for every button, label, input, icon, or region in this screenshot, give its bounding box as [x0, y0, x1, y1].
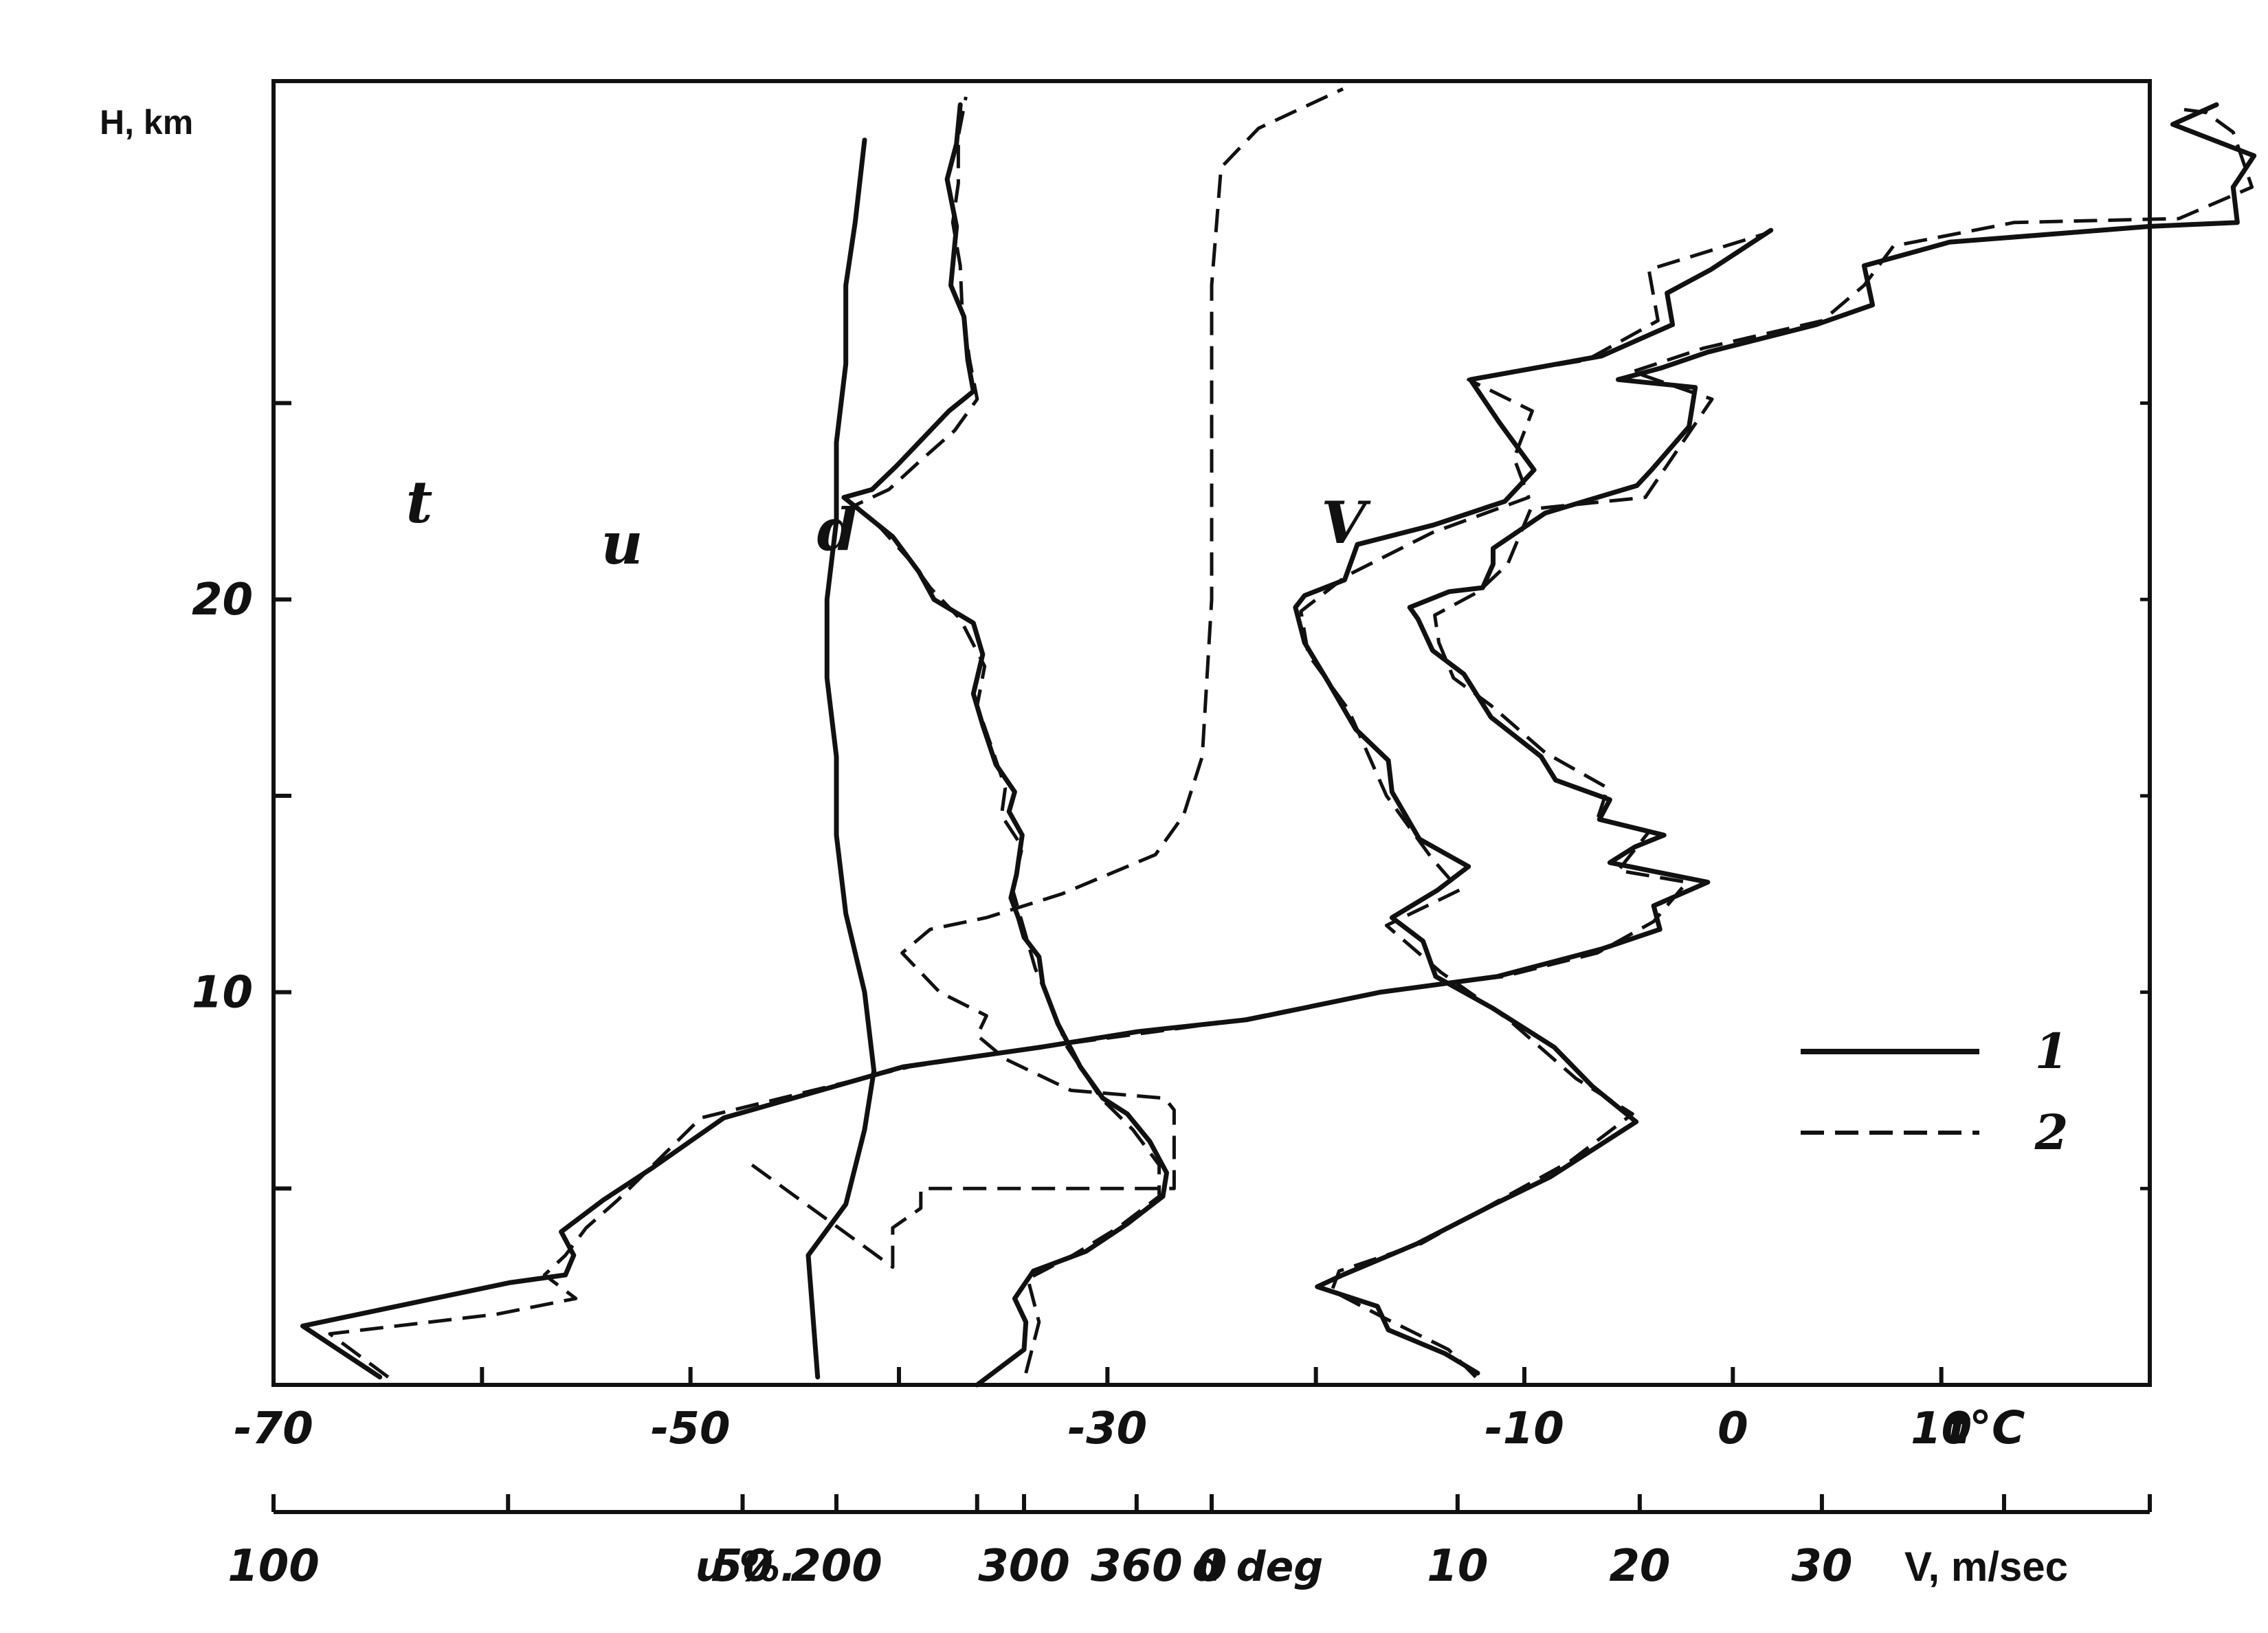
series-t-dashed-line — [328, 107, 2254, 1379]
legend-label: 2 — [2034, 1104, 2069, 1161]
scale-unit-label-u: u %. — [696, 1543, 797, 1591]
x-tick-label: -10 — [1485, 1403, 1564, 1454]
curve-label-t: t — [406, 468, 433, 536]
series-V-solid-line — [1293, 227, 1774, 1376]
series-d-dashed-line — [853, 96, 1161, 1374]
x-tick-label: -30 — [1068, 1403, 1148, 1454]
scale-tick-label-d: 360 — [1091, 1541, 1183, 1592]
legend: 12 — [1801, 1023, 2068, 1161]
scale-tick-label-V: 30 — [1791, 1541, 1852, 1592]
x-axis-unit-label: t°C — [1948, 1401, 2025, 1454]
scale-tick-label-d: 300 — [978, 1541, 1070, 1592]
scale-tick-label-V: 20 — [1609, 1541, 1670, 1592]
series-layer — [300, 87, 2257, 1388]
scale-tick-label-u: 0 — [1197, 1541, 1227, 1592]
series-u-solid-line — [805, 137, 877, 1380]
curve-label-d: d — [817, 496, 858, 564]
series-V-dashed-line — [1299, 232, 1764, 1379]
scale-unit-label-d: d deg — [1192, 1543, 1323, 1591]
x-tick-label: 10 — [1911, 1403, 1972, 1454]
x-tick-label: 0 — [1717, 1403, 1748, 1454]
scale-unit-label-V: V, m/sec — [1904, 1544, 2068, 1590]
y-tick-label: 10 — [192, 968, 253, 1019]
scale-tick-label-d: 200 — [790, 1541, 882, 1592]
plot-frame-layer — [271, 79, 2152, 1387]
series-d-solid-line — [841, 102, 1169, 1388]
legend-label: 1 — [2035, 1023, 2069, 1080]
series-u-dashed-line — [751, 87, 1344, 1269]
scale-tick-label-u: 100 — [227, 1541, 320, 1592]
curve-labels: tu d V — [406, 468, 1372, 577]
x-axis-secondary-scales: 100 50 0 u %.200 300 360 d deg 10 20 30 V, m/sec — [227, 1494, 2152, 1592]
x-tick-label: -50 — [651, 1403, 731, 1454]
y-tick-label: 20 — [192, 575, 253, 625]
scale-tick-label-u: 50 — [712, 1541, 773, 1592]
curve-label-V: V — [1321, 489, 1371, 557]
y-axis-label: H, km — [100, 103, 193, 142]
x-tick-label: -70 — [234, 1403, 313, 1454]
x-axis-temperature: -70 -50 -30 -10 0 10t°C — [234, 1367, 2025, 1454]
plot-border — [271, 79, 2152, 1387]
series-t-solid-line — [300, 102, 2257, 1380]
y-axis: H, km 10 20 — [100, 103, 2150, 1191]
scale-tick-label-V: 10 — [1427, 1541, 1488, 1592]
curve-label-u: u — [601, 509, 643, 577]
